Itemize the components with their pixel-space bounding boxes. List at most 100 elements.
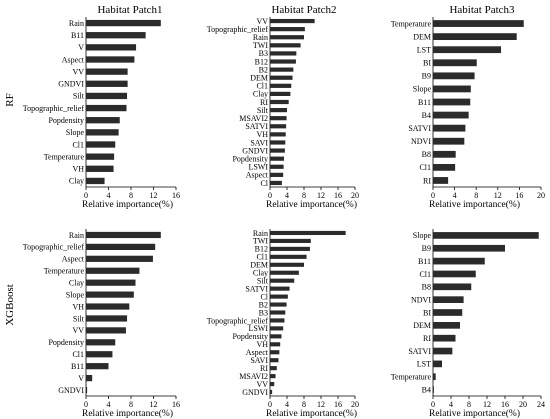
x-tick-label: 0: [268, 191, 272, 200]
bar: [86, 153, 115, 160]
bar: [270, 99, 289, 105]
category-label: Silt: [73, 314, 85, 323]
category-label: Topographic_relief: [207, 316, 269, 325]
x-tick-label: 8: [474, 191, 478, 200]
category-label: RI: [260, 98, 268, 107]
bar: [270, 18, 315, 24]
category-label: Slope: [66, 290, 85, 299]
bar: [433, 98, 471, 106]
bar: [270, 140, 286, 145]
bar: [270, 124, 287, 129]
category-label: Clay: [253, 90, 268, 99]
category-label: Aspect: [62, 255, 85, 264]
bar: [433, 232, 539, 239]
row-label-xgboost: XGBoost: [4, 284, 16, 326]
category-label: Clay: [69, 278, 84, 287]
category-label: Cl1: [256, 82, 268, 91]
bar: [86, 177, 105, 185]
category-label: Silt: [73, 92, 85, 101]
category-label: Clay: [69, 177, 84, 186]
x-tick-label: 8: [302, 191, 306, 200]
category-label: Popdensity: [232, 332, 268, 341]
bar: [86, 315, 128, 322]
bar: [86, 231, 161, 239]
bar: [86, 44, 137, 51]
category-label: SAVI: [250, 138, 268, 147]
category-label: Slope: [413, 85, 432, 94]
bar: [86, 339, 116, 346]
category-label: VV: [72, 326, 84, 335]
x-tick-label: 20: [351, 400, 359, 409]
category-label: B8: [422, 150, 431, 159]
bar: [433, 59, 477, 67]
chart-panel: RainTWIB12Cl1DEMClaySiltSATVIClB2B3Topog…: [207, 229, 359, 419]
bar: [86, 327, 126, 334]
bar: [270, 148, 285, 153]
bar: [270, 318, 285, 323]
bar: [270, 27, 305, 32]
x-tick-label: 12: [483, 400, 491, 409]
category-label: RI: [423, 334, 431, 343]
bar: [270, 51, 297, 56]
bar: [433, 360, 442, 368]
category-label: SATVI: [245, 284, 268, 293]
x-tick-label: 4: [285, 191, 289, 200]
x-tick-label: 12: [317, 400, 325, 409]
x-tick-label: 4: [107, 191, 111, 200]
column-title-patch2: Habitat Patch2: [271, 4, 336, 16]
x-tick-label: 0: [268, 400, 272, 409]
category-label: GNDVI: [242, 388, 268, 397]
bar: [270, 156, 285, 161]
bar: [86, 141, 116, 148]
category-label: B4: [422, 385, 431, 394]
bar: [86, 267, 140, 274]
category-label: SATVI: [245, 122, 268, 131]
bar: [433, 72, 475, 80]
bar: [433, 322, 460, 329]
category-label: RI: [423, 176, 431, 185]
x-tick-label: 8: [129, 191, 133, 200]
category-label: TWI: [253, 41, 268, 50]
category-label: LSWI: [248, 324, 268, 333]
bar: [433, 163, 456, 171]
x-tick-label: 12: [494, 191, 502, 200]
category-label: Slope: [66, 128, 85, 137]
category-label: LST: [417, 360, 431, 369]
bar: [433, 150, 456, 158]
chart-panel: Rain B11 V Aspect VV GNDVI Silt Topographic_rel…: [23, 17, 180, 210]
category-label: SAVI: [250, 356, 268, 365]
category-label: B11: [418, 257, 431, 266]
category-label: Popdensity: [48, 116, 84, 125]
x-tick-label: 20: [537, 191, 545, 200]
category-label: Aspect: [246, 348, 269, 357]
category-label: SATVI: [408, 347, 431, 356]
bar: [433, 257, 485, 265]
category-label: DEM: [413, 32, 431, 41]
x-tick-label: 0: [84, 191, 88, 200]
bar: [86, 303, 130, 310]
bar: [433, 334, 456, 342]
bar: [433, 124, 466, 132]
x-tick-label: 8: [129, 400, 133, 409]
category-label: Silt: [257, 106, 269, 115]
x-axis-label: Relative importance(%): [82, 408, 173, 419]
x-tick-label: 16: [334, 400, 342, 409]
column-title-patch3: Habitat Patch3: [449, 4, 515, 16]
bar: [270, 238, 311, 243]
bar: [270, 366, 277, 371]
category-label: B9: [422, 72, 431, 81]
category-label: SATVI: [408, 124, 431, 133]
category-label: LST: [417, 45, 431, 54]
category-label: B11: [71, 31, 84, 40]
x-tick-label: 4: [285, 400, 289, 409]
category-label: Aspect: [246, 171, 269, 180]
bar: [86, 80, 128, 87]
bar: [270, 302, 287, 307]
bar: [433, 177, 449, 184]
bar: [433, 386, 434, 393]
x-tick-label: 16: [501, 400, 509, 409]
bar: [433, 283, 472, 291]
x-tick-label: 16: [172, 400, 180, 409]
chart-panel: Temperature DEM LST BI B9 Slope B11 B4 SATVI NDVI…: [391, 17, 545, 210]
